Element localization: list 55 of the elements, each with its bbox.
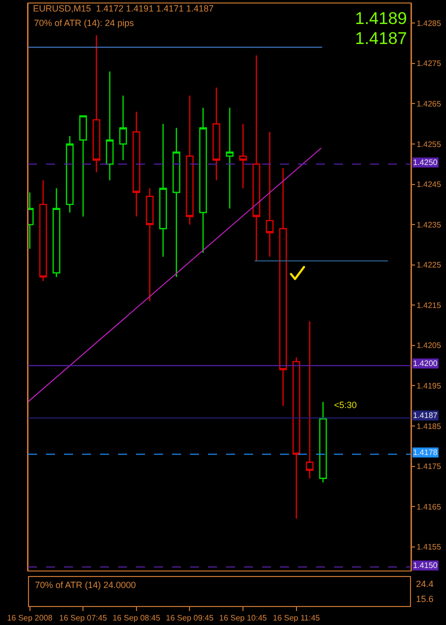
y-tick-label: 1.4285 xyxy=(416,18,442,28)
y-tick-label: 1.4185 xyxy=(416,422,442,431)
candlestick xyxy=(279,168,287,406)
ref-line-label: 1.4250 xyxy=(413,158,438,167)
x-tick-label: 16 Sep 10:45 xyxy=(219,614,268,623)
candlestick xyxy=(146,188,154,302)
y-tick-label: 1.4265 xyxy=(416,100,442,109)
candlestick xyxy=(132,111,140,218)
candlestick xyxy=(159,123,167,258)
x-tick-label: 16 Sep 11:45 xyxy=(272,614,320,623)
y-tick-label: 1.4175 xyxy=(416,462,442,472)
candlestick xyxy=(39,180,47,282)
candlestick xyxy=(172,127,180,278)
candlestick xyxy=(226,107,234,210)
candlestick xyxy=(212,87,220,181)
text: 24.4 xyxy=(416,579,434,589)
candlestick xyxy=(319,401,327,483)
candlestick xyxy=(292,356,300,520)
x-tick-label: 16 Sep 07:45 xyxy=(59,614,108,623)
ref-line-label: 1.4150 xyxy=(413,561,438,570)
candlestick xyxy=(92,34,100,173)
y-tick-label: 1.4245 xyxy=(416,180,442,190)
candlestick xyxy=(52,188,60,278)
chart-title: EURUSD,M15 1.4172 1.4191 1.4171 1.4187 xyxy=(33,3,214,14)
candlestick xyxy=(266,131,274,258)
x-tick-label: 16 Sep 08:45 xyxy=(112,614,161,623)
candlestick xyxy=(106,70,114,181)
candlestick xyxy=(186,95,194,226)
candlestick xyxy=(199,107,207,254)
y-tick-label: 1.4155 xyxy=(416,542,442,552)
y-tick-label: 1.4195 xyxy=(416,382,442,391)
y-tick-label: 1.4275 xyxy=(416,59,442,68)
x-tick-label: 16 Sep 09:45 xyxy=(166,614,214,623)
x-tick-label: 16 Sep 2008 xyxy=(7,614,54,623)
y-tick-label: 1.4165 xyxy=(416,502,442,512)
y-tick-label: 1.4225 xyxy=(416,260,442,270)
annotation: <5:30 xyxy=(334,400,357,410)
candlestick xyxy=(79,115,87,218)
ref-line-label: 1.4178 xyxy=(413,448,438,457)
y-tick-label: 1.4255 xyxy=(416,140,442,149)
y-tick-label: 1.4235 xyxy=(416,220,442,230)
annotation: 1.4189 xyxy=(355,9,407,28)
candlestick xyxy=(119,95,127,161)
ref-line-label: 1.4187 xyxy=(413,411,438,420)
annotation: 1.4187 xyxy=(355,29,407,48)
y-tick-label: 1.4205 xyxy=(416,341,442,350)
candlestick xyxy=(252,54,260,262)
candlestick xyxy=(306,320,314,479)
candlestick xyxy=(66,135,74,214)
ref-line-label: 1.4200 xyxy=(413,359,438,368)
text: 15.6 xyxy=(416,594,434,604)
text: 70% of ATR (14): 24 pips xyxy=(34,18,134,28)
candlestick xyxy=(239,123,247,189)
y-tick-label: 1.4215 xyxy=(416,300,442,310)
text: 70% of ATR (14) 24.0000 xyxy=(35,580,136,590)
